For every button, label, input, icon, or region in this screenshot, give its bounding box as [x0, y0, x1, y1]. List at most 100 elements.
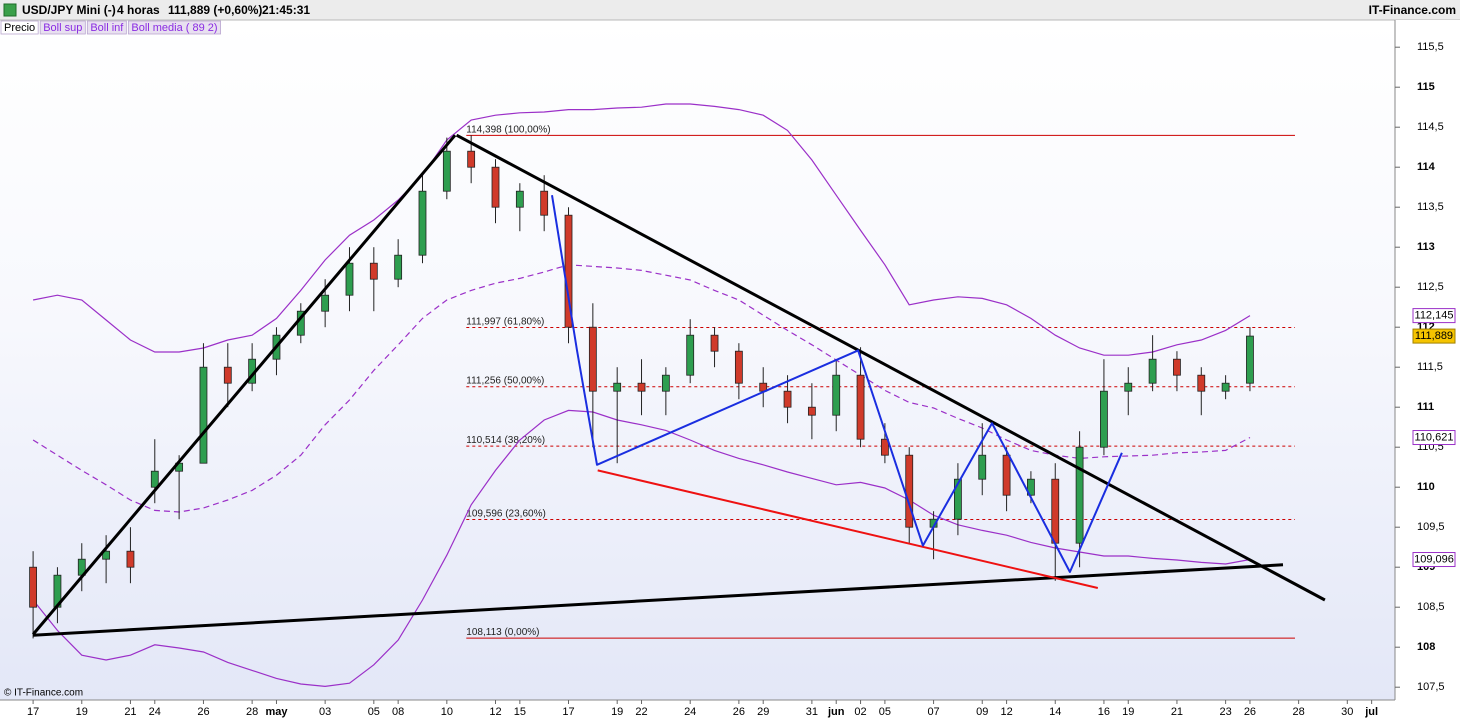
fib-label: 110,514 (38,20%) [466, 435, 545, 446]
x-tick-label: 19 [1122, 706, 1134, 718]
y-tick-label: 111 [1417, 401, 1434, 413]
y-tick-label: 112,5 [1417, 281, 1444, 293]
footer: © IT-Finance.com [4, 688, 83, 699]
candle-body [150, 470, 159, 488]
x-tick-label: 24 [149, 706, 161, 718]
x-tick-label: may [265, 706, 288, 718]
candle-body [783, 390, 792, 408]
x-tick-label: 28 [1293, 706, 1305, 718]
x-tick-label: 14 [1049, 706, 1061, 718]
candle-body [369, 262, 378, 280]
brand: IT-Finance.com [1369, 3, 1456, 17]
x-tick-label: jul [1364, 706, 1378, 718]
legend-label: Boll media ( 89 2) [131, 22, 217, 34]
candle-body [686, 334, 695, 376]
x-tick-label: 26 [197, 706, 209, 718]
candle-body [515, 190, 524, 208]
candle-body [540, 190, 549, 216]
x-tick-label: 16 [1098, 706, 1110, 718]
candle-body [1027, 478, 1035, 496]
candle-body [954, 478, 962, 520]
candle-body [442, 150, 451, 192]
y-tick-label: 115 [1417, 81, 1435, 93]
x-axis-panel [0, 700, 1460, 720]
candle-body [126, 550, 135, 568]
x-tick-label: 17 [27, 706, 39, 718]
trend-line [455, 133, 1326, 602]
x-tick-label: 03 [319, 706, 331, 718]
candle-body [467, 150, 476, 168]
y-tick-label: 113,5 [1417, 201, 1444, 213]
candle-body [394, 254, 403, 280]
last-value-box [1412, 328, 1456, 344]
band-line [32, 103, 1251, 356]
y-tick-label: 114 [1417, 161, 1436, 173]
candle-body [832, 374, 841, 416]
y-tick-label: 109,5 [1417, 521, 1445, 533]
symbol-icon [3, 3, 17, 17]
symbol: USD/JPY Mini (-) [22, 3, 116, 17]
band-line [32, 264, 1251, 513]
time: 21:45:31 [262, 3, 310, 17]
last-value-box [1412, 430, 1456, 446]
candle-body [905, 454, 914, 528]
x-tick-label: 26 [1244, 706, 1256, 718]
y-tick-label: 110 [1417, 481, 1435, 493]
last-value-label: 110,621 [1415, 431, 1454, 443]
candle-body [661, 374, 670, 392]
x-tick-label: 21 [124, 706, 136, 718]
fib-label: 108,113 (0,00%) [466, 627, 539, 638]
candle-body [321, 294, 330, 312]
candle-body [807, 406, 816, 416]
legend-tab: Boll inf [86, 20, 127, 35]
x-tick-label: jun [827, 706, 845, 718]
legend-tab: Precio [0, 20, 39, 35]
y-tick-label: 108 [1417, 641, 1435, 653]
trend-line [597, 469, 1099, 589]
legend-label: Boll inf [90, 22, 124, 34]
y-tick-label: 107,5 [1417, 681, 1445, 693]
candle-body [1051, 478, 1060, 544]
x-tick-label: 12 [489, 706, 501, 718]
candle-body [1246, 335, 1254, 384]
candle-body [710, 334, 719, 352]
x-tick-label: 17 [562, 706, 574, 718]
x-tick-label: 19 [611, 706, 623, 718]
legend-tab-box [0, 20, 39, 35]
band-line [32, 409, 1251, 688]
x-tick-label: 12 [1000, 706, 1012, 718]
candle-body [856, 374, 865, 440]
candle-body [1221, 382, 1230, 392]
candle-body [491, 166, 500, 208]
fib-label: 109,596 (23,60%) [466, 509, 546, 520]
x-tick-label: 05 [879, 706, 891, 718]
candle-body [223, 366, 232, 384]
last-value-box [1412, 308, 1456, 324]
quote: 111,889 (+0,60%) [168, 3, 262, 17]
period: 4 horas [117, 3, 160, 17]
candle-body [588, 326, 597, 392]
x-tick-label: 02 [854, 706, 866, 718]
fib-label: 111,997 (61,80%) [466, 316, 544, 327]
legend-label: Boll sup [43, 22, 82, 34]
fib-label: 114,398 (100,00%) [466, 124, 550, 135]
x-tick-label: 24 [684, 706, 696, 718]
x-tick-label: 26 [733, 706, 745, 718]
last-value-label: 111,889 [1415, 330, 1453, 342]
x-tick-label: 31 [806, 706, 818, 718]
candle-body [1100, 390, 1108, 448]
last-value-box [1412, 552, 1456, 568]
plot-area: 114,398 (100,00%) 111,997 (61,80%) 111,256… [29, 103, 1326, 688]
y-axis-panel [1395, 20, 1460, 700]
trend-line [31, 134, 457, 636]
legend-tab-box [39, 20, 86, 35]
candle-body [199, 366, 208, 464]
candle-body [637, 382, 646, 392]
candle-body [345, 262, 354, 296]
candle-body [102, 550, 111, 560]
candle-body [1197, 374, 1206, 392]
x-tick-label: 28 [246, 706, 258, 718]
trend-line [33, 563, 1284, 637]
plot-background [0, 20, 1395, 700]
